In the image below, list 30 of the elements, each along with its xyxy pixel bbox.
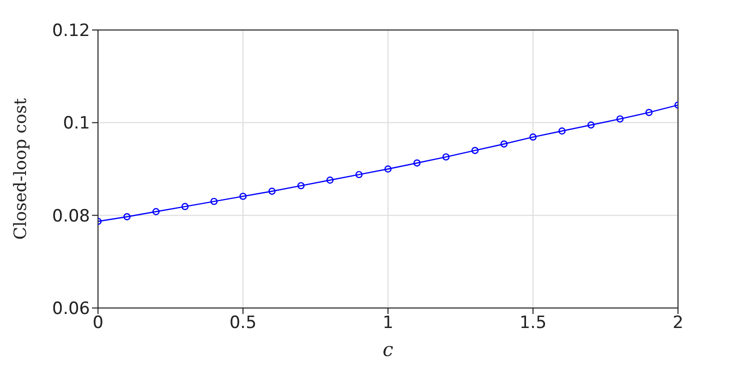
point: [616, 115, 624, 123]
point: [355, 170, 363, 178]
y-tick-label: 0.1: [62, 114, 90, 134]
x-tick-label: 0: [92, 313, 104, 334]
x-tick-label: 2: [672, 313, 684, 334]
point: [297, 182, 305, 190]
y-tick-label: 0.12: [52, 21, 90, 42]
point: [471, 146, 479, 154]
point: [442, 153, 450, 161]
x-tick-label: 0.5: [229, 313, 257, 334]
point: [239, 192, 247, 200]
point: [123, 213, 131, 220]
point: [268, 188, 276, 195]
x-tick-label: 1: [382, 313, 394, 334]
point: [587, 121, 595, 129]
y-axis-title: Closed-loop cost: [11, 98, 32, 240]
point: [181, 202, 189, 210]
point: [500, 140, 508, 148]
y-tick-label: 0.06: [52, 299, 90, 320]
y-tick-label: 0.08: [52, 206, 90, 226]
point: [152, 208, 160, 216]
point: [384, 165, 392, 173]
x-tick-label: 1.5: [519, 313, 547, 334]
point: [645, 108, 653, 116]
point: [413, 159, 421, 167]
point: [210, 198, 218, 206]
point: [326, 176, 334, 184]
point: [529, 133, 537, 141]
point: [558, 127, 566, 135]
x-axis-title: c: [382, 339, 394, 361]
